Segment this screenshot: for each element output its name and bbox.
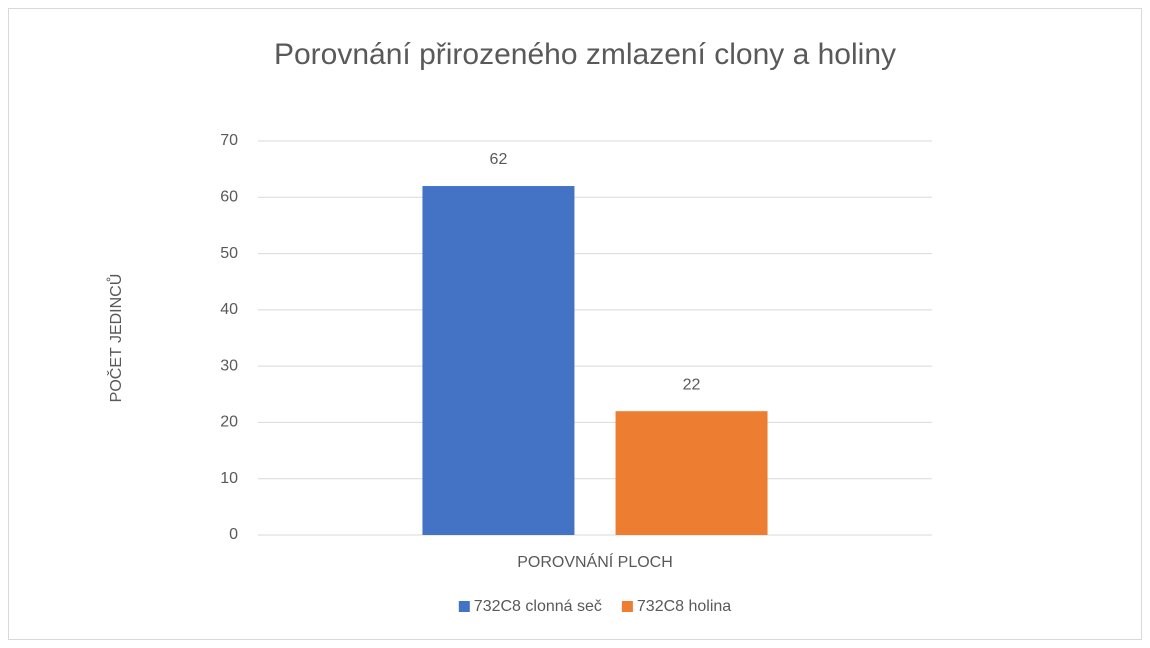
y-axis-label: POČET JEDINCŮ	[106, 274, 125, 403]
data-label: 62	[490, 151, 508, 168]
y-tick-label: 10	[220, 470, 238, 487]
legend-swatch	[621, 601, 633, 612]
y-tick-label: 50	[220, 245, 238, 262]
data-label: 22	[683, 376, 701, 393]
y-tick-label: 70	[220, 132, 238, 149]
y-tick-label: 60	[220, 189, 238, 206]
bar	[422, 186, 575, 535]
y-tick-label: 0	[229, 526, 238, 543]
y-tick-label: 40	[220, 301, 238, 318]
chart-title: Porovnání přirozeného zmlazení clony a h…	[274, 38, 896, 71]
x-axis-label: POROVNÁNÍ PLOCH	[517, 552, 673, 571]
legend-swatch	[458, 601, 470, 612]
legend-label: 732C8 holina	[637, 598, 731, 615]
y-tick-label: 30	[220, 357, 238, 374]
chart-border	[8, 8, 1142, 640]
bar	[615, 411, 768, 535]
y-tick-label: 20	[220, 414, 238, 431]
legend-label: 732C8 clonná seč	[474, 598, 602, 615]
